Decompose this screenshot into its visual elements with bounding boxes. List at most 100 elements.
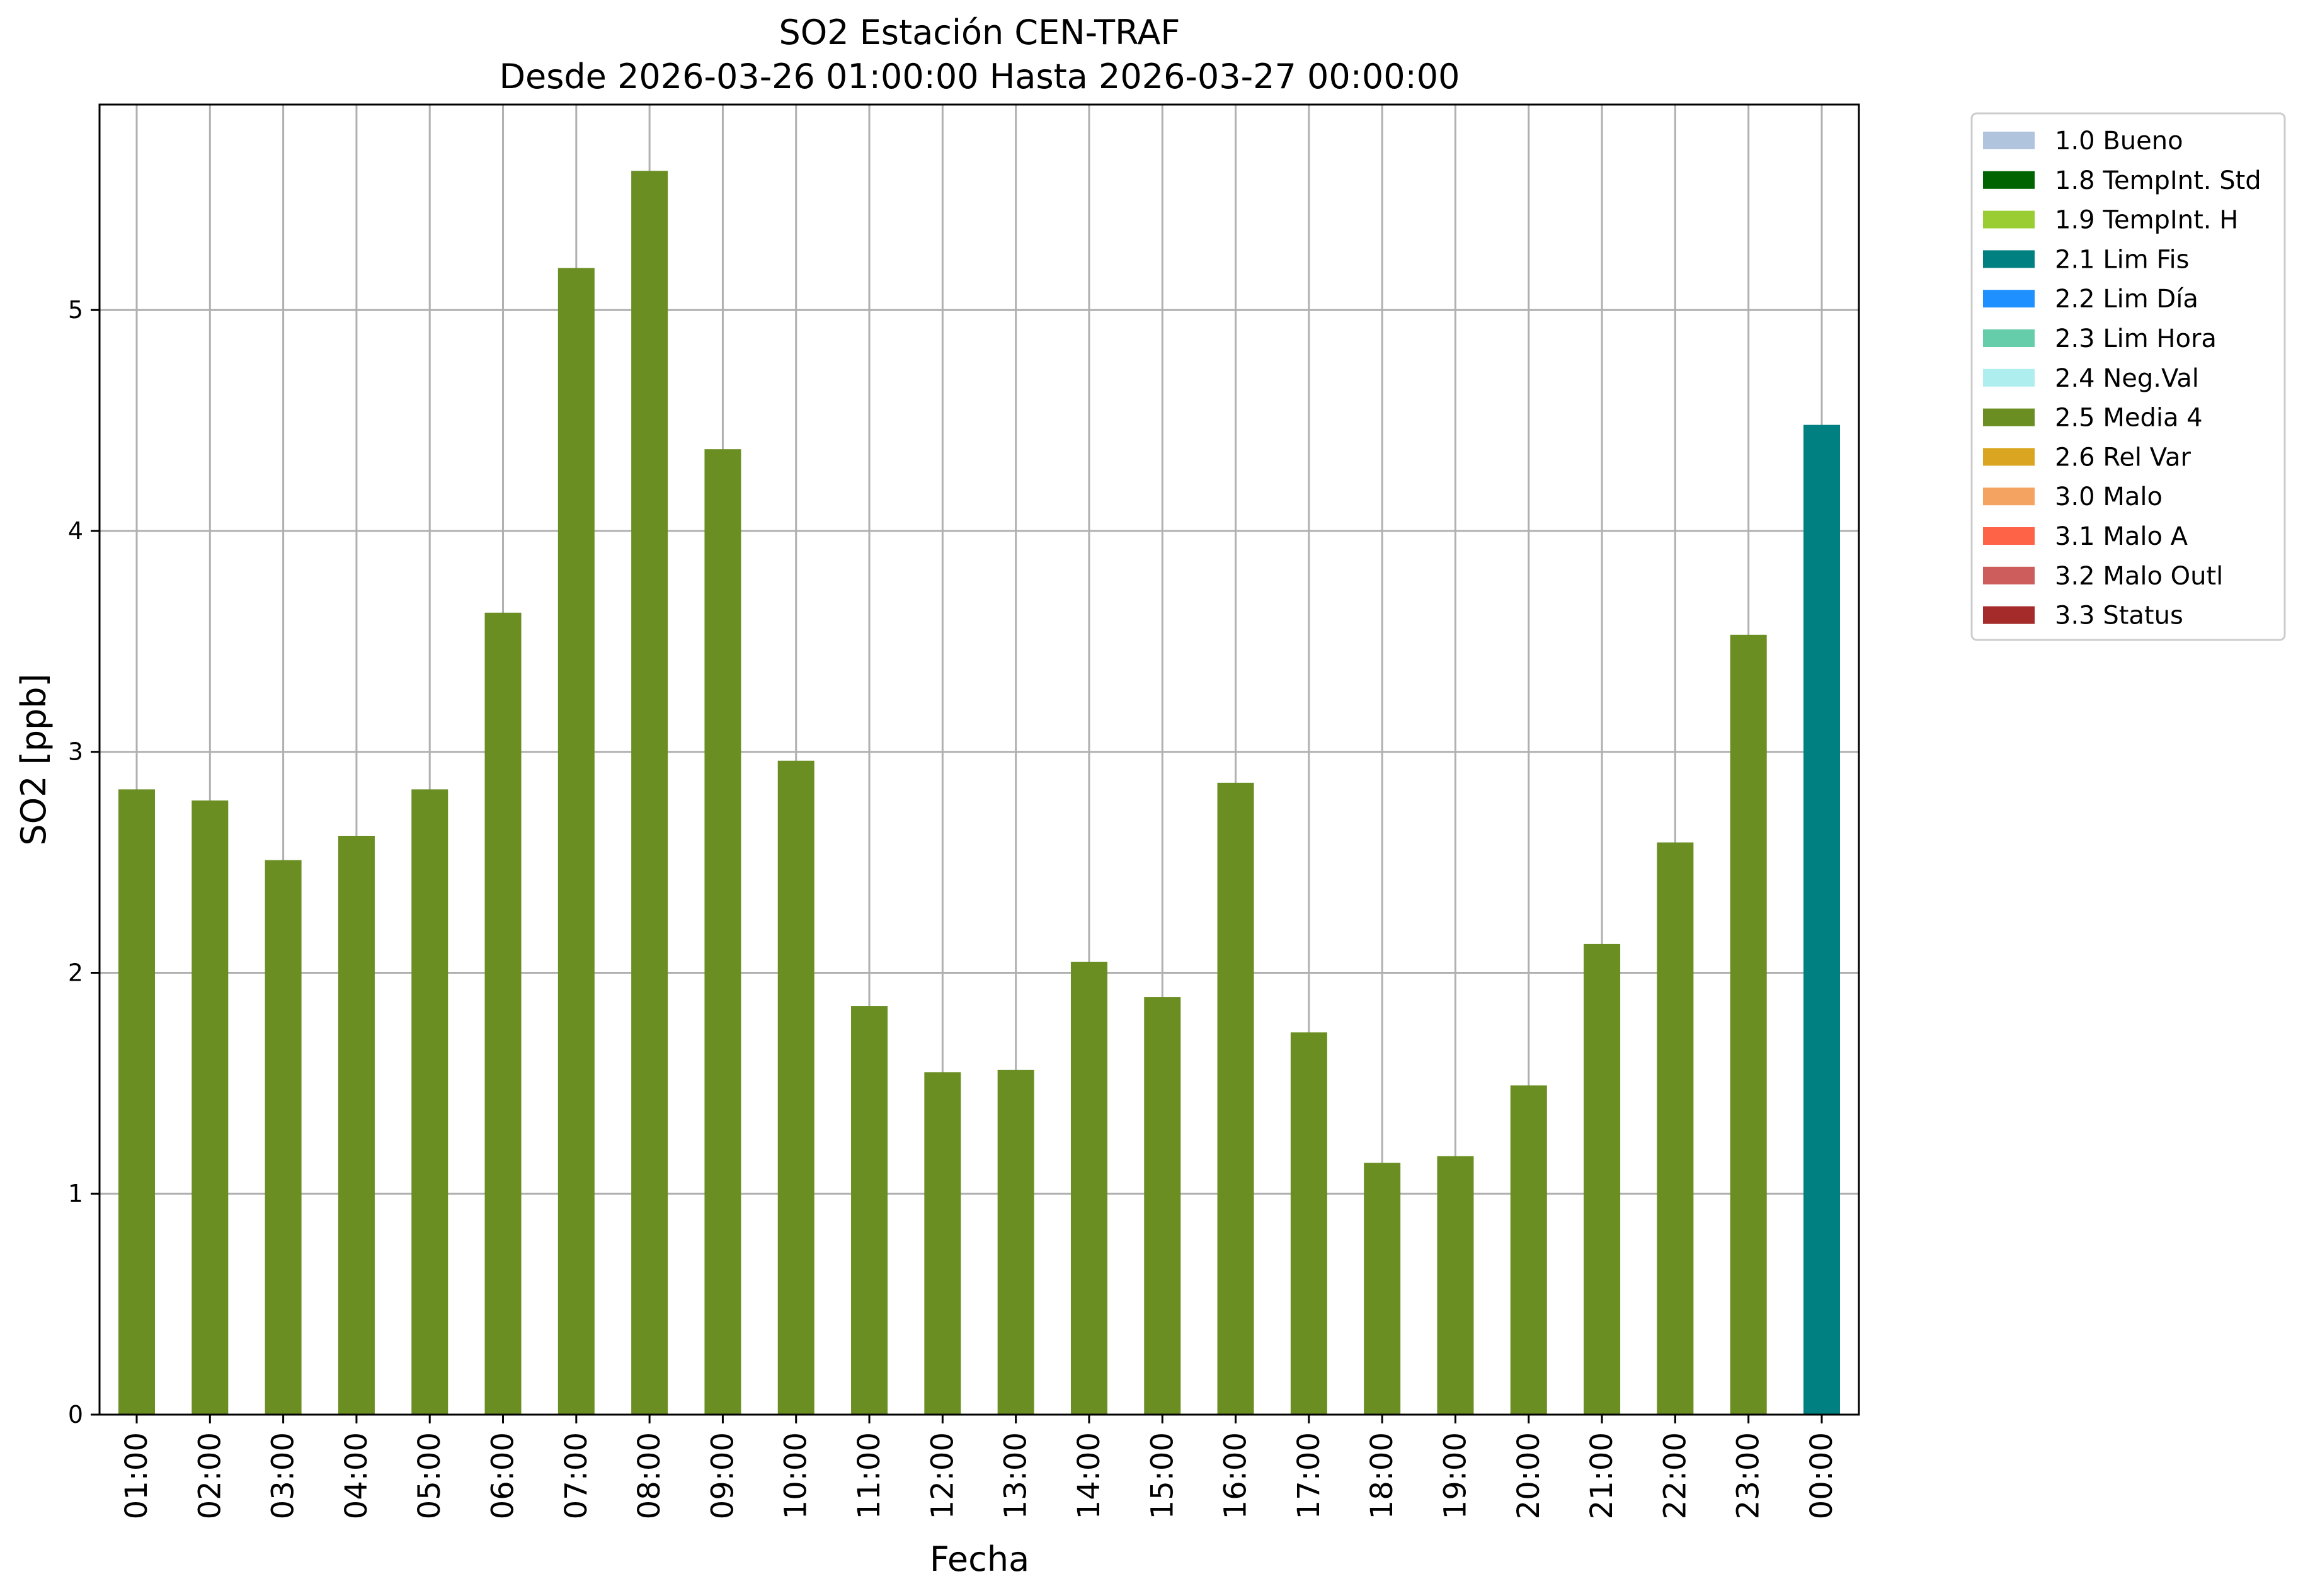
legend-swatch — [1983, 606, 2035, 624]
y-tick-label: 4 — [68, 517, 83, 545]
legend-swatch — [1983, 448, 2035, 466]
bar-1800 — [1364, 1163, 1401, 1415]
legend-label: 3.3 Status — [2055, 601, 2183, 630]
legend-item: 1.9 TempInt. H — [1983, 206, 2238, 235]
y-tick-label: 2 — [68, 959, 83, 986]
legend: 1.0 Bueno 1.8 TempInt. Std 1.9 TempInt. H 2… — [1970, 112, 2286, 641]
legend-label: 2.4 Neg.Val — [2055, 364, 2199, 393]
x-tick-label: 02:00 — [192, 1432, 227, 1519]
legend-label: 2.2 Lim Día — [2055, 285, 2198, 314]
bar-2300 — [1730, 634, 1767, 1415]
legend-label: 3.0 Malo — [2055, 482, 2163, 511]
x-tick-label: 19:00 — [1437, 1432, 1473, 1519]
x-tick-label: 04:00 — [339, 1432, 374, 1519]
legend-label: 1.0 Bueno — [2055, 127, 2183, 156]
x-tick-label: 21:00 — [1584, 1432, 1620, 1519]
bar-2000 — [1510, 1085, 1547, 1415]
legend-items: 1.0 Bueno 1.8 TempInt. Std 1.9 TempInt. H 2… — [1983, 127, 2261, 630]
bar-0800 — [631, 171, 668, 1415]
chart-subtitle: Desde 2026-03-26 01:00:00 Hasta 2026-03-… — [499, 57, 1460, 96]
legend-frame — [1970, 112, 2286, 641]
legend-item: 1.8 TempInt. Std — [1983, 166, 2261, 195]
legend-item: 2.1 Lim Fis — [1983, 245, 2189, 274]
x-tick-label: 09:00 — [705, 1432, 740, 1519]
bar-0600 — [484, 612, 522, 1415]
x-tick-label: 11:00 — [852, 1432, 887, 1519]
bar-0700 — [557, 268, 595, 1415]
x-tick-label: 20:00 — [1511, 1432, 1546, 1519]
legend-swatch — [1983, 210, 2035, 229]
legend-item: 2.5 Media 4 — [1983, 404, 2203, 433]
legend-swatch — [1983, 329, 2035, 347]
plot-area-frame — [98, 103, 1860, 1416]
x-tick-label: 03:00 — [266, 1432, 301, 1519]
legend-label: 1.8 TempInt. Std — [2055, 166, 2261, 195]
legend-label: 3.1 Malo A — [2055, 522, 2188, 551]
x-tick-label: 07:00 — [559, 1432, 594, 1519]
bar-0500 — [411, 789, 449, 1415]
legend-label: 1.9 TempInt. H — [2055, 206, 2238, 235]
x-tick-label: 17:00 — [1291, 1432, 1327, 1519]
bar-1000 — [777, 760, 814, 1415]
legend-label: 2.3 Lim Hora — [2055, 324, 2217, 353]
bar-1600 — [1217, 782, 1254, 1415]
legend-item: 2.6 Rel Var — [1983, 443, 2192, 472]
y-tick-label: 3 — [68, 738, 83, 766]
x-tick-label: 12:00 — [925, 1432, 960, 1519]
x-tick-label: 23:00 — [1731, 1432, 1766, 1519]
bar-0900 — [704, 449, 741, 1415]
y-tick-label: 5 — [68, 296, 83, 324]
legend-item: 2.4 Neg.Val — [1983, 364, 2199, 393]
bar-0100 — [118, 789, 155, 1415]
x-tick-label: 18:00 — [1364, 1432, 1400, 1519]
x-tick-label: 00:00 — [1804, 1432, 1839, 1519]
x-axis-ticks: 01:00 02:00 03:00 04:00 05:00 06:00 07:00 08:00… — [119, 1415, 1839, 1519]
x-tick-label: 10:00 — [779, 1432, 814, 1519]
bar-1100 — [851, 1006, 888, 1415]
x-tick-label: 13:00 — [998, 1432, 1034, 1519]
legend-label: 2.5 Media 4 — [2055, 404, 2203, 433]
legend-item: 3.3 Status — [1983, 601, 2183, 630]
x-tick-label: 22:00 — [1657, 1432, 1693, 1519]
x-tick-label: 06:00 — [486, 1432, 521, 1519]
bar-0000 — [1803, 425, 1840, 1415]
x-tick-label: 05:00 — [412, 1432, 447, 1519]
bar-1500 — [1144, 997, 1181, 1415]
legend-item: 1.0 Bueno — [1983, 127, 2183, 156]
bar-1200 — [924, 1072, 961, 1415]
legend-swatch — [1983, 250, 2035, 268]
bars — [118, 171, 1840, 1415]
legend-item: 3.1 Malo A — [1983, 522, 2188, 551]
legend-swatch — [1983, 487, 2035, 506]
x-tick-label: 08:00 — [632, 1432, 667, 1519]
legend-item: 3.0 Malo — [1983, 482, 2163, 511]
legend-swatch — [1983, 290, 2035, 308]
bar-1700 — [1290, 1032, 1327, 1415]
legend-item: 3.2 Malo Outl — [1983, 562, 2223, 591]
legend-label: 3.2 Malo Outl — [2055, 562, 2223, 591]
x-tick-label: 01:00 — [119, 1432, 154, 1519]
chart-title: SO2 Estación CEN-TRAF — [779, 13, 1180, 52]
legend-swatch — [1983, 408, 2035, 426]
legend-label: 2.1 Lim Fis — [2055, 245, 2189, 274]
legend-swatch — [1983, 527, 2035, 545]
y-axis-ticks: 0 1 2 3 4 5 — [68, 296, 100, 1428]
legend-swatch — [1983, 132, 2035, 149]
x-axis-label: Fecha — [930, 1539, 1029, 1579]
legend-swatch — [1983, 171, 2035, 189]
bar-0400 — [338, 836, 375, 1415]
y-tick-label: 0 — [68, 1401, 83, 1428]
bar-2200 — [1657, 842, 1694, 1415]
legend-label: 2.6 Rel Var — [2055, 443, 2192, 472]
y-tick-label: 1 — [68, 1180, 83, 1207]
bar-1400 — [1070, 961, 1107, 1415]
legend-swatch — [1983, 368, 2035, 387]
x-tick-label: 16:00 — [1218, 1432, 1254, 1519]
legend-swatch — [1983, 566, 2035, 584]
y-axis-label: SO2 [ppb] — [14, 673, 54, 845]
bar-2100 — [1584, 943, 1621, 1415]
x-tick-label: 14:00 — [1071, 1432, 1107, 1519]
bar-0300 — [265, 860, 302, 1415]
legend-item: 2.3 Lim Hora — [1983, 324, 2217, 353]
